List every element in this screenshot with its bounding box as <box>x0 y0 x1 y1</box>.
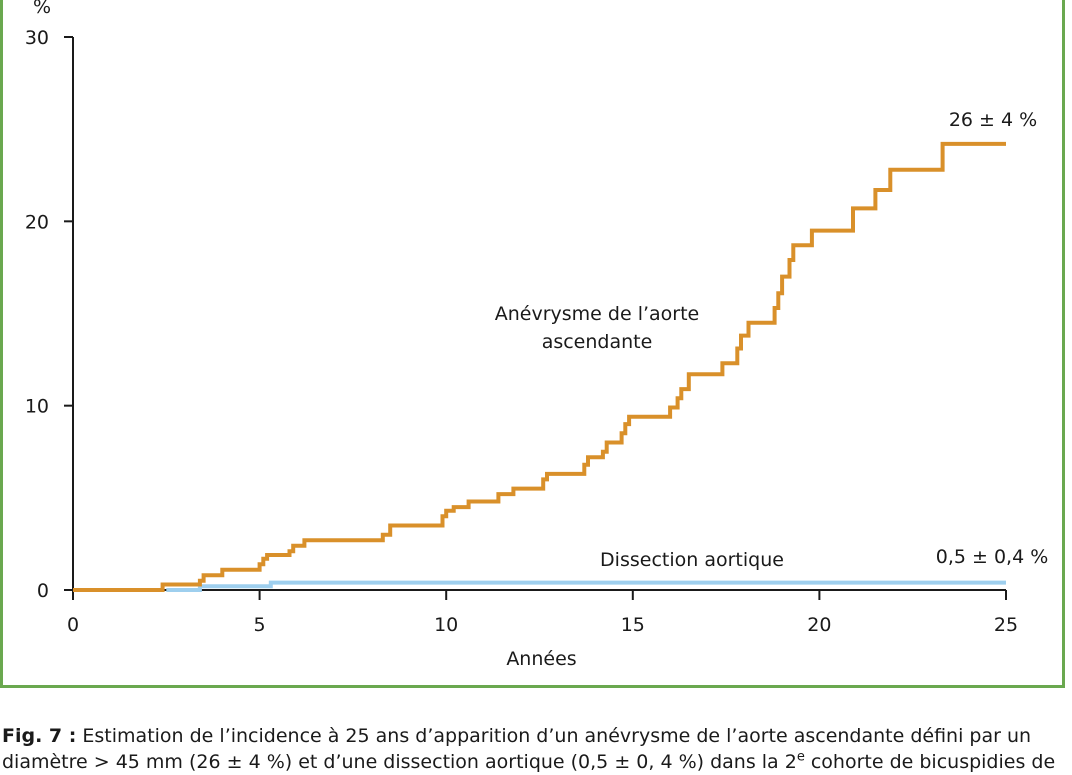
caption-line-1: Fig. 7 : Estimation de l’incidence à 25 … <box>2 723 1070 749</box>
x-tick-label: 25 <box>994 614 1018 636</box>
y-unit-label: % <box>33 0 51 18</box>
dissection-series-name: Dissection aortique <box>600 549 784 571</box>
y-tick-label: 20 <box>25 211 49 233</box>
x-tick-label: 5 <box>254 614 266 636</box>
chart-frame <box>0 0 1065 688</box>
x-axis-label: Années <box>506 648 576 670</box>
aneurysm-series-line <box>73 141 1006 592</box>
y-tick-label: 0 <box>37 580 49 602</box>
x-tick-label: 10 <box>434 614 458 636</box>
caption-line-2: diamètre > 45 mm (26 ± 4 %) et d’une dis… <box>2 749 1070 775</box>
dissection-series-line <box>166 580 1006 592</box>
series-lines <box>73 141 1006 592</box>
y-tick-label: 30 <box>25 27 49 49</box>
y-tick-label: 10 <box>25 396 49 418</box>
x-tick-label: 20 <box>807 614 831 636</box>
caption-superscript: e <box>796 749 805 765</box>
figure-caption: Fig. 7 : Estimation de l’incidence à 25 … <box>2 723 1070 775</box>
caption-text-2b: cohorte de bicuspidies de <box>804 751 1056 773</box>
caption-text-1: Estimation de l’incidence à 25 ans d’app… <box>82 725 1032 747</box>
incidence-chart: 0 10 20 30% 0 5 10 15 20 25 Années Anévrysme de l’… <box>25 0 1049 670</box>
aneurysm-end-label: 26 ± 4 % <box>949 109 1037 131</box>
x-tick-label: 15 <box>621 614 645 636</box>
series-labels: Anévrysme de l’aorte ascendante 26 ± 4 % Di… <box>495 109 1049 571</box>
x-tick-label: 0 <box>67 614 79 636</box>
caption-label: Fig. 7 : <box>2 725 77 747</box>
dissection-end-label: 0,5 ± 0,4 % <box>936 546 1049 568</box>
aneurysm-series-name: Anévrysme de l’aorte ascendante <box>495 303 700 353</box>
axes: 0 10 20 30% 0 5 10 15 20 25 Années <box>25 0 1018 670</box>
caption-text-2a: diamètre > 45 mm (26 ± 4 %) et d’une dis… <box>2 751 797 773</box>
